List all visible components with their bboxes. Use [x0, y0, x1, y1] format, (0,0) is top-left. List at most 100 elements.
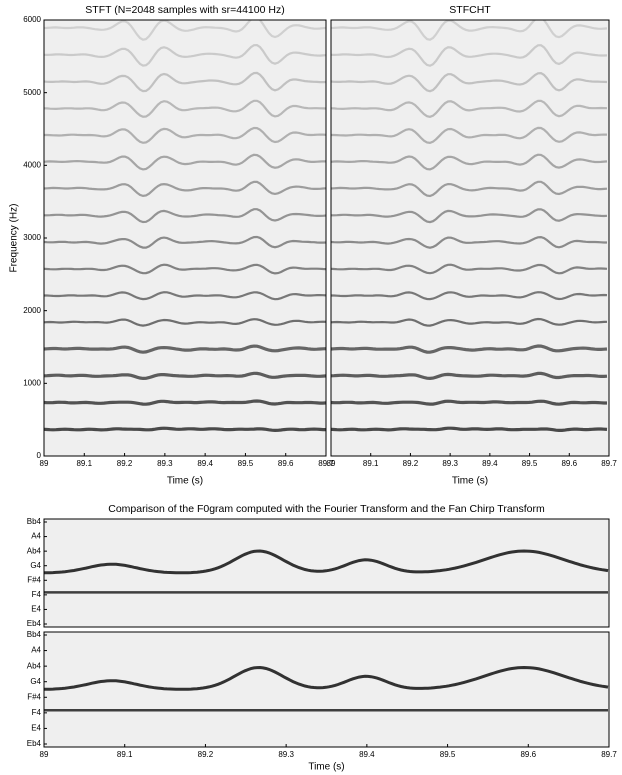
y-tick-label: F#4 — [27, 575, 41, 584]
harmonic-texture — [331, 291, 608, 301]
harmonic-texture — [44, 399, 326, 406]
y-tick-label: 3000 — [23, 233, 41, 242]
x-tick-label: 89.5 — [440, 750, 456, 759]
harmonic-texture — [44, 180, 326, 198]
heatmap-image — [44, 632, 609, 747]
x-tick-label: 89.4 — [359, 750, 375, 759]
harmonic-texture — [44, 99, 326, 118]
x-tick-label: 89 — [40, 459, 49, 468]
y-tick-label: 4000 — [23, 160, 41, 169]
x-axis-title: Time (s) — [167, 476, 203, 487]
y-tick-label: A4 — [31, 646, 41, 655]
y-tick-label: Eb4 — [27, 619, 42, 628]
y-tick-label: 0 — [37, 451, 42, 460]
y-tick-label: F4 — [32, 708, 42, 717]
harmonic-texture — [331, 71, 608, 93]
plot-frame — [330, 19, 610, 457]
x-tick-label: 89.6 — [561, 459, 577, 468]
y-tick-label: Ab4 — [27, 546, 42, 555]
harmonic-texture — [331, 426, 608, 432]
heatmap-bg — [44, 632, 609, 747]
y-tick-label: A4 — [31, 532, 41, 541]
harmonic-texture — [331, 317, 608, 327]
x-tick-label: 89.7 — [601, 750, 617, 759]
harmonic-texture — [331, 99, 608, 118]
harmonic-texture — [44, 20, 326, 41]
harmonic-texture — [44, 43, 326, 67]
x-tick-label: 89.1 — [117, 750, 133, 759]
x-tick-label: 89.5 — [522, 459, 538, 468]
heatmap-bg — [44, 519, 609, 627]
plot-frame — [43, 518, 610, 628]
y-tick-label: Bb4 — [27, 630, 42, 639]
harmonic-texture — [331, 180, 608, 198]
y-tick-label: Ab4 — [27, 661, 42, 670]
harmonic-texture — [331, 44, 608, 67]
y-tick-label: 6000 — [23, 15, 41, 24]
harmonic-texture — [331, 399, 607, 406]
harmonic-texture — [331, 20, 608, 41]
x-tick-label: 89.7 — [601, 459, 617, 468]
heatmap-image — [44, 519, 609, 627]
x-tick-label: 89.2 — [403, 459, 419, 468]
heatmap-image — [44, 20, 326, 456]
harmonic-texture — [331, 263, 608, 275]
x-tick-label: 89.6 — [278, 459, 294, 468]
harmonic-texture — [44, 344, 326, 354]
y-tick-label: 1000 — [23, 378, 41, 387]
chart-title: STFCHT — [449, 4, 491, 16]
f0-texture — [44, 549, 609, 575]
x-tick-label: 89.5 — [238, 459, 254, 468]
harmonic-texture — [331, 208, 608, 224]
harmonic-texture — [44, 426, 326, 433]
x-tick-label: 89 — [327, 459, 336, 468]
heatmap-image — [331, 20, 609, 456]
x-tick-label: 89.6 — [520, 750, 536, 759]
harmonic-texture — [44, 71, 326, 93]
x-tick-label: 89.2 — [198, 750, 214, 759]
y-tick-label: G4 — [30, 561, 41, 570]
x-tick-label: 89 — [40, 750, 49, 759]
x-axis-title: Time (s) — [308, 762, 344, 773]
x-tick-label: 89.4 — [482, 459, 498, 468]
y-tick-label: 5000 — [23, 88, 41, 97]
chart-title: Comparison of the F0gram computed with t… — [108, 503, 545, 515]
harmonic-texture — [44, 235, 326, 249]
harmonic-texture — [331, 371, 608, 381]
harmonic-texture — [331, 126, 607, 145]
harmonic-texture — [44, 208, 326, 224]
y-tick-label: E4 — [31, 724, 41, 733]
harmonic-texture — [44, 263, 326, 275]
x-tick-label: 89.1 — [363, 459, 379, 468]
x-tick-label: 89.2 — [117, 459, 133, 468]
f0-texture — [44, 665, 609, 691]
harmonic-texture — [44, 126, 326, 144]
plot-frame — [43, 631, 610, 748]
x-tick-label: 89.3 — [442, 459, 458, 468]
x-tick-label: 89.3 — [157, 459, 173, 468]
heatmap-bg — [44, 20, 326, 456]
x-tick-label: 89.3 — [278, 750, 294, 759]
chart-title: STFT (N=2048 samples with sr=44100 Hz) — [85, 4, 284, 16]
x-axis-title: Time (s) — [452, 476, 488, 487]
harmonic-texture — [331, 344, 608, 354]
heatmap-bg — [331, 20, 609, 456]
y-tick-label: 2000 — [23, 306, 41, 315]
harmonic-texture — [44, 291, 326, 301]
y-tick-label: Bb4 — [27, 517, 42, 526]
y-tick-label: G4 — [30, 677, 41, 686]
harmonic-texture — [44, 371, 326, 381]
y-tick-label: F#4 — [27, 692, 41, 701]
harmonic-texture — [331, 153, 608, 171]
harmonic-texture — [331, 235, 607, 249]
x-tick-label: 89.7 — [318, 459, 334, 468]
harmonic-texture — [44, 318, 326, 327]
y-tick-label: Eb4 — [27, 739, 42, 748]
y-axis-title: Frequency (Hz) — [9, 204, 20, 273]
x-tick-label: 89.1 — [76, 459, 92, 468]
harmonic-texture — [44, 153, 326, 171]
y-tick-label: F4 — [32, 590, 42, 599]
x-tick-label: 89.4 — [197, 459, 213, 468]
y-tick-label: E4 — [31, 605, 41, 614]
